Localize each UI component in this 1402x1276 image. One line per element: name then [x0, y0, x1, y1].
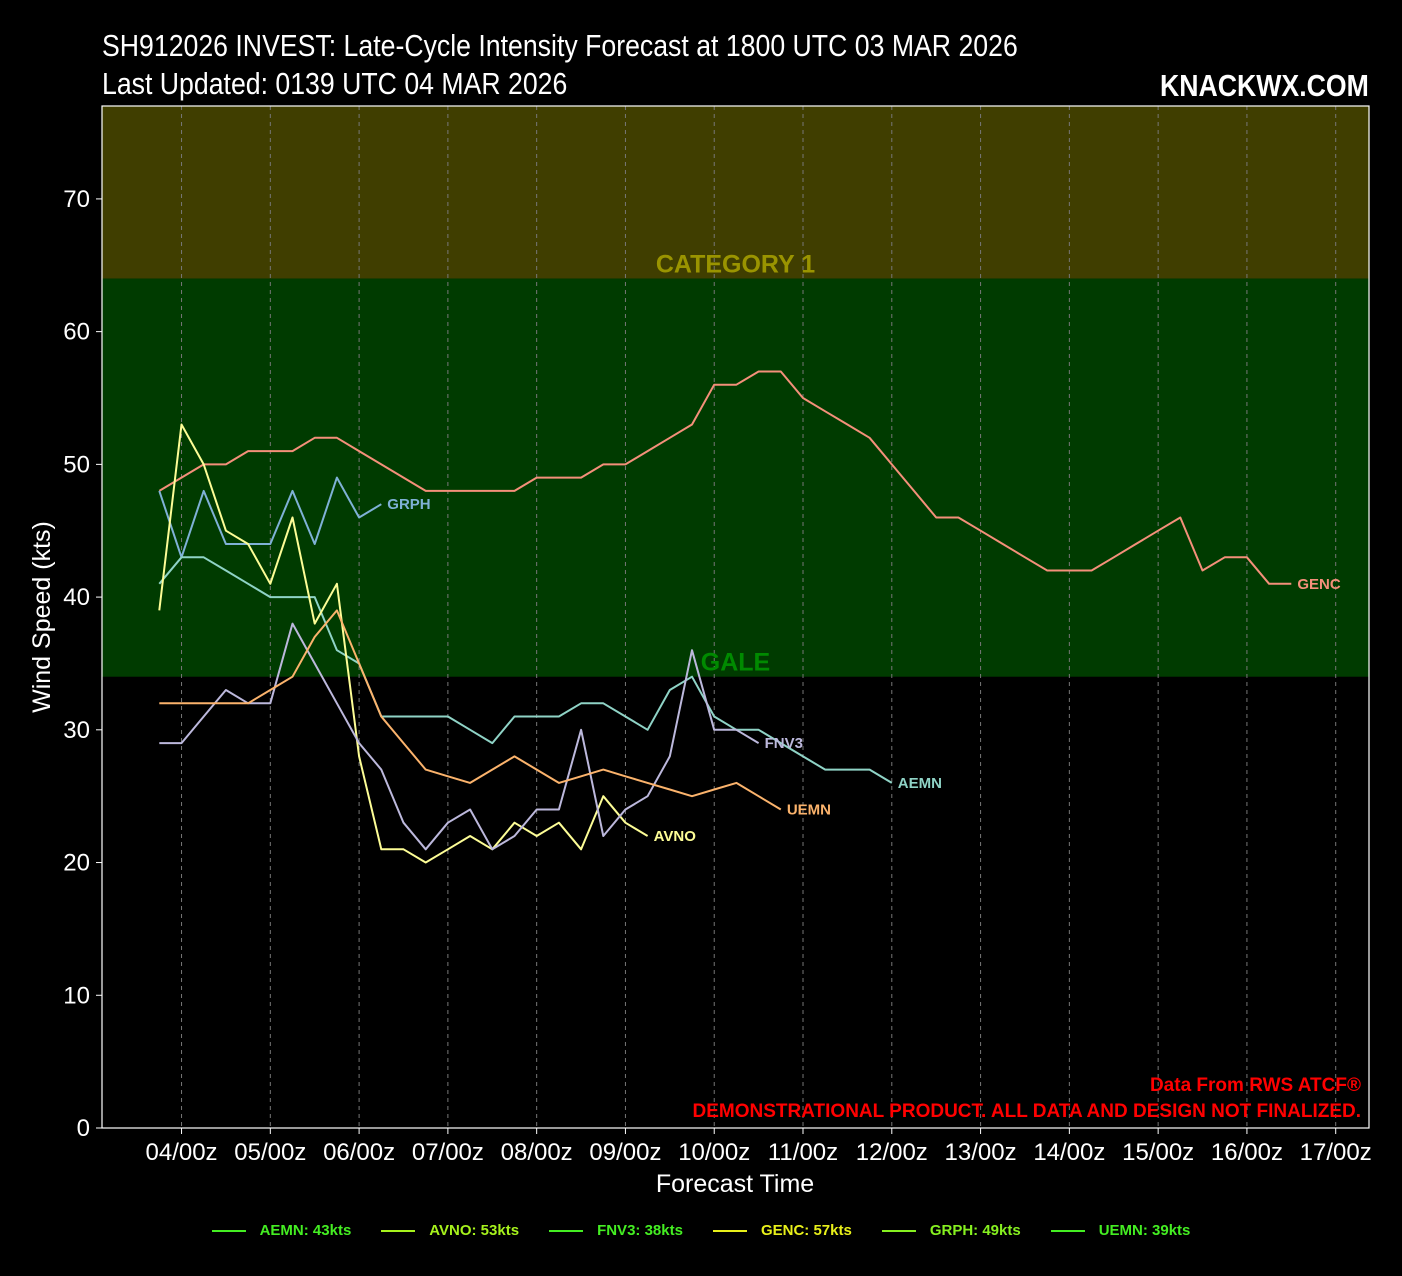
legend: AEMN: 43kts AVNO: 53kts FNV3: 38kts GENC: 5…	[0, 1222, 1402, 1239]
legend-label: UEMN: 39kts	[1098, 1222, 1191, 1239]
zone-label-category-1: CATEGORY 1	[656, 251, 815, 279]
series-line-avno	[158, 423, 649, 864]
legend-item-fnv3: FNV3: 38kts	[549, 1222, 683, 1239]
x-tick-label: 15/00z	[1122, 1139, 1194, 1166]
last-updated-subtitle: Last Updated: 0139 UTC 04 MAR 2026	[102, 66, 568, 101]
series-label-avno: AVNO	[654, 828, 697, 845]
x-tick-label: 11/00z	[768, 1139, 838, 1166]
legend-swatch	[381, 1229, 416, 1232]
x-tick-label: 17/00z	[1300, 1139, 1372, 1166]
y-axis-ticks: 0 10 20 30 40 50 60 70	[63, 186, 102, 1142]
series-label-genc: GENC	[1297, 576, 1341, 593]
forecast-lines	[158, 370, 1292, 864]
x-axis-title: Forecast Time	[656, 1170, 814, 1198]
legend-label: AEMN: 43kts	[259, 1222, 352, 1239]
chart-title: SH912026 INVEST: Late-Cycle Intensity Fo…	[102, 28, 1018, 63]
y-tick-label: 60	[63, 319, 90, 346]
series-line-aemn	[158, 556, 893, 784]
intensity-zones	[102, 106, 1369, 677]
x-tick-label: 07/00z	[412, 1139, 484, 1166]
y-tick-label: 10	[63, 982, 90, 1009]
x-tick-label: 04/00z	[146, 1139, 218, 1166]
legend-swatch	[881, 1229, 916, 1232]
data-source-notice: Data From RWS ATCF®	[1150, 1075, 1361, 1096]
series-end-labels: GENC GRPH AEMN AVNO FNV3 UEMN	[387, 496, 1341, 845]
zone-labels: CATEGORY 1 GALE	[656, 251, 815, 677]
legend-label: AVNO: 53kts	[429, 1222, 520, 1239]
x-tick-label: 16/00z	[1211, 1139, 1283, 1166]
series-label-fnv3: FNV3	[765, 735, 803, 752]
zone-gale	[102, 278, 1369, 677]
brand-logo-text: KNACKWX.COM	[1160, 68, 1369, 103]
legend-swatch	[549, 1229, 584, 1232]
series-line-uemn	[159, 609, 782, 811]
series-label-uemn: UEMN	[787, 801, 831, 818]
y-tick-label: 70	[63, 186, 90, 213]
legend-swatch	[1050, 1229, 1085, 1232]
y-tick-label: 20	[63, 850, 90, 877]
y-tick-label: 0	[77, 1115, 90, 1142]
x-tick-label: 05/00z	[234, 1139, 306, 1166]
x-gridlines	[181, 106, 1337, 1128]
legend-item-genc: GENC: 57kts	[712, 1222, 852, 1239]
zone-label-gale: GALE	[701, 649, 770, 677]
legend-item-aemn: AEMN: 43kts	[211, 1222, 352, 1239]
series-line-fnv3	[159, 622, 760, 851]
legend-item-uemn: UEMN: 39kts	[1050, 1222, 1191, 1239]
legend-label: GENC: 57kts	[760, 1222, 852, 1239]
series-label-aemn: AEMN	[898, 775, 942, 792]
series-line-genc	[158, 370, 1292, 585]
x-tick-label: 08/00z	[501, 1139, 573, 1166]
x-tick-label: 06/00z	[323, 1139, 395, 1166]
legend-swatch	[211, 1229, 246, 1232]
x-tick-label: 09/00z	[589, 1139, 661, 1166]
disclaimer-notice: DEMONSTRATIONAL PRODUCT. ALL DATA AND DE…	[693, 1101, 1362, 1122]
y-axis-title: Wind Speed (kts)	[28, 521, 56, 713]
legend-item-avno: AVNO: 53kts	[381, 1222, 519, 1239]
legend-swatch	[712, 1229, 747, 1232]
y-tick-label: 30	[63, 717, 90, 744]
x-tick-label: 14/00z	[1033, 1139, 1105, 1166]
plot-frame	[101, 105, 1370, 1129]
x-tick-label: 12/00z	[856, 1139, 928, 1166]
legend-label: GRPH: 49kts	[929, 1222, 1021, 1239]
legend-label: FNV3: 38kts	[597, 1222, 683, 1239]
y-tick-label: 40	[63, 584, 90, 611]
legend-item-grph: GRPH: 49kts	[881, 1222, 1021, 1239]
x-tick-label: 13/00z	[945, 1139, 1017, 1166]
zone-category-1	[102, 106, 1369, 279]
series-line-grph	[158, 476, 382, 559]
x-axis-ticks: 04/00z 05/00z 06/00z 07/00z 08/00z 09/00z 10/0…	[146, 1128, 1372, 1166]
y-tick-label: 50	[63, 451, 90, 478]
x-tick-label: 10/00z	[678, 1139, 750, 1166]
series-label-grph: GRPH	[387, 496, 430, 513]
